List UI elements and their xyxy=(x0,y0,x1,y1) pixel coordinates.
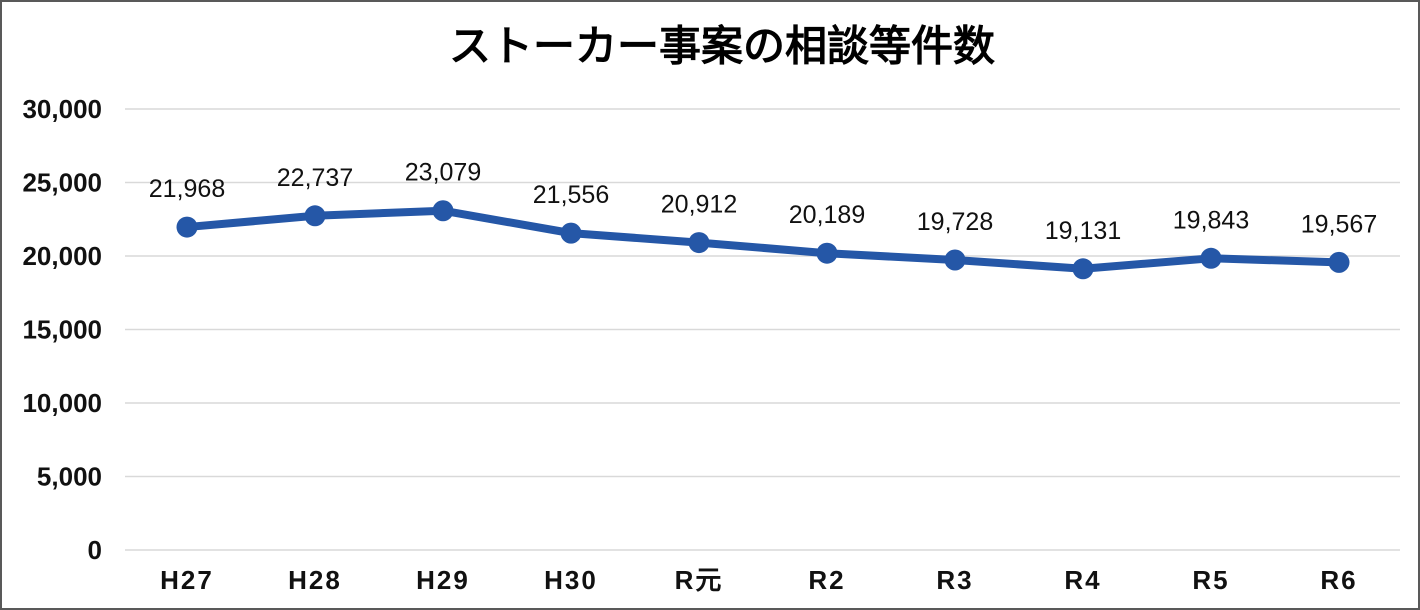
y-tick-label: 30,000 xyxy=(22,94,102,124)
data-point-marker xyxy=(816,242,838,264)
y-tick-label: 10,000 xyxy=(22,388,102,418)
x-tick-label: R5 xyxy=(1192,565,1229,595)
data-point-label: 23,079 xyxy=(405,159,481,187)
x-tick-label: R6 xyxy=(1320,565,1357,595)
data-point-marker xyxy=(1200,247,1222,269)
data-point-label: 19,567 xyxy=(1301,210,1377,238)
data-point-marker xyxy=(304,205,326,227)
data-point-marker xyxy=(176,216,198,238)
data-point-label: 22,737 xyxy=(277,164,353,192)
x-tick-label: H30 xyxy=(544,565,598,595)
x-tick-label: H29 xyxy=(416,565,470,595)
data-point-marker xyxy=(688,232,710,254)
y-tick-label: 5,000 xyxy=(37,462,102,492)
x-tick-label: R3 xyxy=(936,565,973,595)
x-axis-labels-group: H27 H28 H29 H30 R元 R2 R3 R4 R5 R6 xyxy=(160,565,1357,595)
data-point-marker xyxy=(560,222,582,244)
y-tick-label: 25,000 xyxy=(22,168,102,198)
data-point-label: 19,843 xyxy=(1173,206,1249,234)
x-tick-label: R4 xyxy=(1064,565,1101,595)
data-point-marker xyxy=(944,249,966,271)
x-tick-label: H28 xyxy=(288,565,342,595)
data-series-group xyxy=(176,200,1350,280)
data-point-label: 21,556 xyxy=(533,181,609,209)
chart-title: ストーカー事案の相談等件数 xyxy=(449,23,995,70)
x-tick-label: R2 xyxy=(808,565,845,595)
data-point-marker xyxy=(1328,251,1350,273)
y-axis-labels-group: 0 5,000 10,000 15,000 20,000 25,000 30,000 xyxy=(22,94,102,565)
data-point-label: 20,912 xyxy=(661,191,737,219)
data-point-marker xyxy=(432,200,454,222)
data-point-marker xyxy=(1072,258,1094,280)
x-tick-label: H27 xyxy=(160,565,214,595)
point-labels-group: 21,968 22,737 23,079 21,556 20,912 20,189 19,7… xyxy=(149,159,1377,245)
data-point-label: 19,131 xyxy=(1045,217,1121,245)
data-point-label: 20,189 xyxy=(789,201,865,229)
x-tick-label: R元 xyxy=(675,565,724,595)
trend-line xyxy=(183,206,1343,273)
y-tick-label: 20,000 xyxy=(22,241,102,271)
y-tick-label: 0 xyxy=(88,535,102,565)
gridlines-group xyxy=(125,108,1400,551)
data-point-label: 19,728 xyxy=(917,208,993,236)
y-tick-label: 15,000 xyxy=(22,315,102,345)
data-point-label: 21,968 xyxy=(149,175,225,203)
